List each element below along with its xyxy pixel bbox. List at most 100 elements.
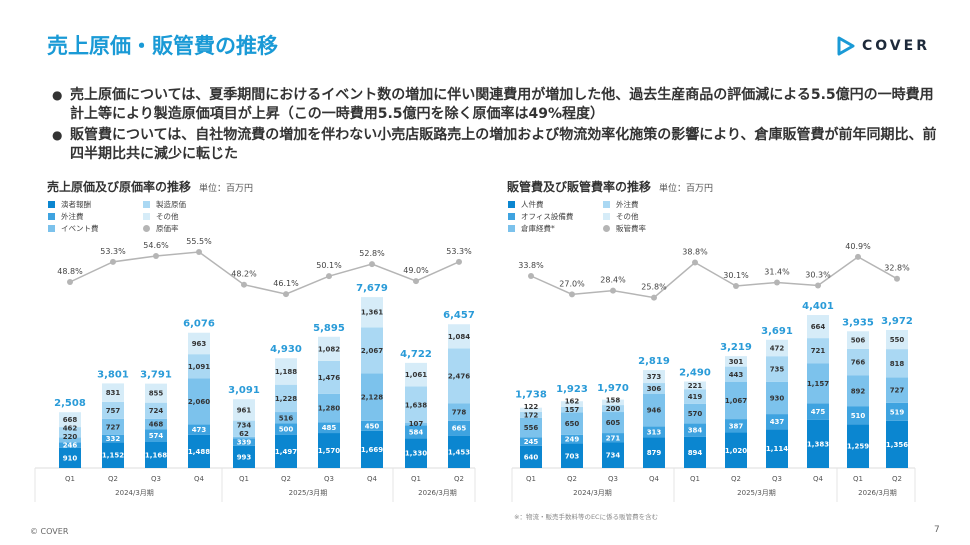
bar-segment (275, 412, 297, 424)
bar-segment (602, 405, 624, 413)
bar-segment (405, 438, 427, 468)
bar-segment (725, 356, 747, 367)
total-label: 3,691 (761, 326, 793, 337)
bar-segment (602, 412, 624, 434)
rate-point (241, 281, 247, 288)
bar-segment (145, 441, 167, 468)
legend-item: 製造原価 (143, 200, 223, 209)
group-label: 2024/3月期 (115, 489, 154, 497)
x-tick-label: Q4 (649, 475, 660, 483)
unit-label: 単位：百万円 (199, 184, 254, 194)
segment-label: 200 (606, 405, 621, 413)
bar-segment (405, 362, 427, 387)
bar-segment (102, 418, 124, 435)
bar-segment (847, 348, 869, 376)
total-label: 4,401 (802, 301, 834, 312)
bar-segment (684, 423, 706, 437)
segment-label: 556 (524, 424, 539, 432)
total-label: 6,457 (443, 310, 475, 321)
segment-label: 245 (524, 438, 539, 446)
segment-label: 62 (239, 430, 249, 438)
segment-label: 373 (647, 373, 662, 381)
legend-item: 原価率 (143, 224, 223, 233)
rate-label: 55.5% (186, 237, 212, 246)
bar-segment (361, 297, 383, 328)
legend-cogs: 演者報酬 製造原価 外注費 その他 イベント費 原価率 (48, 200, 223, 233)
rate-label: 54.6% (143, 241, 169, 250)
rate-point (733, 282, 739, 289)
segment-label: 301 (729, 358, 744, 366)
legend-item: 演者報酬 (48, 200, 143, 209)
segment-label: 664 (811, 323, 826, 331)
footnote: ※：物流・販売手数料等のECに係る販管費を含む (514, 513, 659, 521)
segment-label: 2,476 (448, 372, 470, 380)
rate-label: 38.8% (682, 248, 708, 257)
segment-label: 1,361 (361, 309, 383, 317)
segment-label: 1,383 (807, 440, 829, 448)
segment-label: 1,497 (275, 448, 297, 456)
bar-segment (561, 406, 583, 413)
bar-segment (520, 445, 542, 468)
x-tick-label: Q2 (567, 475, 577, 483)
segment-label: 332 (106, 435, 121, 443)
segment-label: 387 (729, 422, 744, 430)
group-label: 2026/3月期 (418, 489, 457, 497)
bar-segment (318, 336, 340, 361)
bar-segment (886, 329, 908, 350)
bar-segment (145, 383, 167, 403)
rate-label: 48.8% (57, 267, 83, 276)
bar-segment (847, 375, 869, 407)
bar-segment (520, 417, 542, 438)
x-tick-label: Q2 (731, 475, 741, 483)
legend-item: 販管費率 (603, 224, 683, 233)
segment-label: 419 (688, 393, 703, 401)
legend-swatch (508, 201, 515, 208)
bar-segment (766, 339, 788, 357)
bar-segment (405, 422, 427, 426)
segment-label: 443 (729, 371, 744, 379)
bar-segment (886, 402, 908, 421)
bar-segment (725, 366, 747, 382)
segment-label: 306 (647, 385, 662, 393)
bar-segment (145, 402, 167, 419)
bar-segment (59, 437, 81, 443)
summary-bullets: 売上原価については、夏季期間におけるイベント数の増加に伴い関連費用が増加した他、… (52, 86, 937, 166)
segment-label: 339 (237, 439, 252, 447)
x-tick-label: Q4 (813, 475, 824, 483)
bar-segment (643, 370, 665, 384)
rate-point (855, 253, 861, 260)
bar-segment (886, 377, 908, 403)
bar-segment (684, 403, 706, 424)
segment-label: 221 (688, 382, 703, 390)
segment-label: 1,570 (318, 447, 340, 455)
bar-segment (448, 348, 470, 404)
bar-segment (602, 442, 624, 468)
bar-segment (59, 427, 81, 438)
bar-segment (59, 447, 81, 468)
rate-label: 30.3% (805, 270, 831, 279)
x-tick-label: Q3 (324, 475, 334, 483)
rate-label: 52.8% (359, 249, 385, 258)
bar-segment (188, 354, 210, 379)
segment-label: 500 (279, 426, 294, 434)
segment-label: 640 (524, 453, 539, 461)
bullet-item: 売上原価については、夏季期間におけるイベント数の増加に伴い関連費用が増加した他、… (52, 86, 937, 124)
legend-item: イベント費 (48, 224, 143, 233)
bar-segment (684, 436, 706, 468)
segment-label: 510 (851, 412, 866, 420)
segment-label: 172 (524, 411, 539, 419)
segment-label: 1,168 (145, 451, 167, 459)
bar-segment (807, 363, 829, 404)
segment-label: 735 (770, 365, 785, 373)
total-label: 6,076 (183, 319, 215, 330)
bar-segment (405, 425, 427, 439)
segment-label: 519 (890, 408, 905, 416)
rate-label: 32.8% (884, 264, 910, 273)
legend-item: 外注費 (603, 200, 683, 209)
segment-label: 1,638 (405, 401, 427, 409)
legend-swatch (508, 213, 515, 220)
rate-label: 48.2% (231, 270, 257, 279)
bar-segment (59, 412, 81, 428)
rate-point (67, 279, 73, 285)
segment-label: 605 (606, 419, 621, 427)
